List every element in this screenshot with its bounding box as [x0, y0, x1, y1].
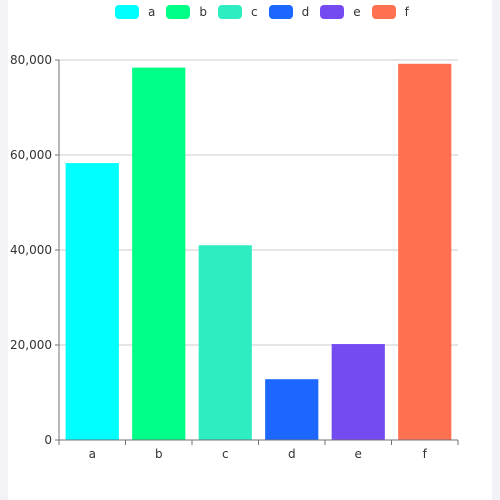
- legend-item-f[interactable]: f: [371, 5, 409, 19]
- legend-item-a[interactable]: a: [115, 5, 155, 19]
- x-tick-label-b: b: [155, 447, 163, 461]
- legend-item-e[interactable]: e: [320, 5, 361, 19]
- y-tick-label: 20,000: [10, 338, 52, 352]
- y-tick-label: 40,000: [10, 243, 52, 257]
- y-tick-label: 80,000: [10, 53, 52, 67]
- legend-item-d[interactable]: d: [268, 5, 310, 19]
- y-tick-label: 60,000: [10, 148, 52, 162]
- legend-item-c[interactable]: c: [217, 5, 258, 19]
- legend-swatch-f: [371, 5, 396, 19]
- x-tick-label-a: a: [89, 447, 96, 461]
- legend-label-c: c: [250, 5, 258, 19]
- y-tick-label: 0: [44, 433, 52, 447]
- legend-swatch-d: [268, 5, 293, 19]
- bar-f[interactable]: [398, 63, 452, 441]
- legend-label-a: a: [148, 5, 156, 19]
- chart-legend: a b c d e f: [115, 3, 420, 21]
- legend-swatch-c: [217, 5, 242, 19]
- x-tick-label-c: c: [222, 447, 229, 461]
- bar-b[interactable]: [132, 67, 186, 440]
- x-tick-label-e: e: [355, 447, 362, 461]
- bar-a[interactable]: [65, 163, 119, 440]
- legend-swatch-a: [115, 5, 139, 19]
- legend-swatch-e: [320, 5, 345, 19]
- legend-item-b[interactable]: b: [166, 5, 207, 19]
- legend-label-d: d: [301, 5, 310, 19]
- legend-label-e: e: [353, 5, 361, 19]
- bar-e[interactable]: [331, 344, 385, 440]
- x-tick-label-d: d: [288, 447, 296, 461]
- bar-d[interactable]: [265, 379, 319, 440]
- legend-label-b: b: [199, 5, 207, 19]
- bar-c[interactable]: [198, 245, 252, 440]
- legend-swatch-b: [166, 5, 191, 19]
- legend-label-f: f: [404, 5, 409, 19]
- x-tick-label-f: f: [423, 447, 428, 461]
